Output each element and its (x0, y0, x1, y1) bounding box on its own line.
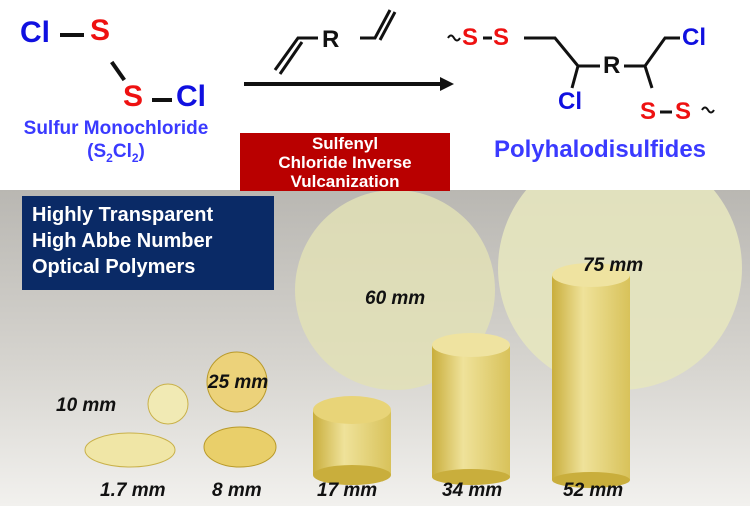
reactant-name: Sulfur Monochloride (23, 118, 209, 139)
label-75mm: 75 mm (583, 255, 644, 276)
label-1-7mm: 1.7 mm (100, 480, 166, 501)
product-s: S (675, 98, 692, 125)
product-r: R (603, 52, 621, 79)
reaction-label-line: Vulcanization (290, 172, 400, 191)
reactant-s-1: S (90, 14, 111, 47)
diene-r: R (322, 26, 340, 53)
reactant-cl-1: Cl (20, 16, 50, 49)
sample-photo (0, 190, 750, 506)
feature-line: High Abbe Number (32, 230, 213, 252)
disc-8mm (203, 426, 277, 468)
bond (60, 33, 84, 37)
product-cl: Cl (682, 24, 706, 51)
label-25mm: 25 mm (208, 372, 269, 393)
label-52mm: 52 mm (563, 480, 624, 501)
reactant-formula: (S2Cl2) (87, 141, 145, 165)
reaction-arrow (244, 9, 454, 91)
label-8mm: 8 mm (212, 480, 262, 501)
bond (110, 60, 126, 82)
label-34mm: 34 mm (442, 480, 503, 501)
label-10mm: 10 mm (56, 395, 117, 416)
product-s: S (493, 24, 510, 51)
product-name: Polyhalodisulfides (493, 136, 707, 163)
label-17mm: 17 mm (317, 480, 378, 501)
reactant-s-2: S (123, 80, 144, 113)
feature-line: Optical Polymers (32, 256, 196, 278)
reaction-label-box: Sulfenyl Chloride Inverse Vulcanization (240, 133, 450, 191)
reaction-label-line: Chloride Inverse (278, 153, 412, 172)
reactant-cl-2: Cl (176, 80, 206, 113)
cylinder-17mm (313, 396, 391, 485)
product-cl: Cl (558, 88, 582, 115)
disc-25mm (206, 351, 268, 413)
product-bonds (447, 34, 715, 114)
cylinder-34mm (432, 333, 510, 485)
disc-1-7mm (84, 432, 176, 468)
bond (152, 98, 172, 102)
feature-box: Highly Transparent High Abbe Number Opti… (22, 196, 274, 290)
disc-10mm (147, 383, 189, 425)
label-60mm: 60 mm (365, 288, 426, 309)
feature-line: Highly Transparent (32, 204, 214, 226)
cylinder-52mm (552, 263, 630, 488)
reaction-label-line: Sulfenyl (311, 134, 379, 153)
product-s: S (462, 24, 479, 51)
product-s: S (640, 98, 657, 125)
